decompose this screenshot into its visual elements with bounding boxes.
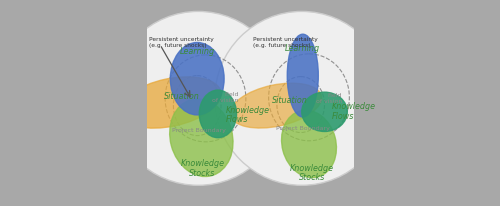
Text: Knowledge
Stocks: Knowledge Stocks: [180, 159, 224, 177]
Ellipse shape: [170, 99, 233, 177]
Ellipse shape: [302, 93, 348, 132]
Circle shape: [112, 12, 285, 185]
Text: Situation: Situation: [272, 95, 308, 104]
Ellipse shape: [282, 111, 337, 178]
Text: Knowledge
Flows: Knowledge Flows: [226, 105, 270, 124]
Text: Field
of vision: Field of vision: [212, 91, 238, 102]
Ellipse shape: [170, 43, 224, 115]
Ellipse shape: [200, 91, 236, 138]
Text: Project Boundary: Project Boundary: [172, 128, 226, 133]
Text: Knowledge
Stocks: Knowledge Stocks: [290, 163, 334, 181]
Text: Project Boundary: Project Boundary: [276, 126, 330, 131]
Text: Persistent uncertainty
(e.g. future shocks): Persistent uncertainty (e.g. future shoc…: [253, 37, 318, 48]
Text: Field
of vision: Field of vision: [316, 92, 342, 103]
Ellipse shape: [230, 84, 322, 128]
Text: Knowledge
Flows: Knowledge Flows: [332, 102, 376, 121]
Ellipse shape: [288, 35, 318, 117]
Text: Situation: Situation: [164, 91, 200, 100]
Circle shape: [215, 12, 388, 185]
Text: Persistent uncertainty
(e.g. future shocks): Persistent uncertainty (e.g. future shoc…: [148, 37, 214, 48]
Text: Learning: Learning: [285, 44, 320, 53]
Ellipse shape: [120, 77, 221, 129]
Text: Learning: Learning: [180, 47, 215, 56]
